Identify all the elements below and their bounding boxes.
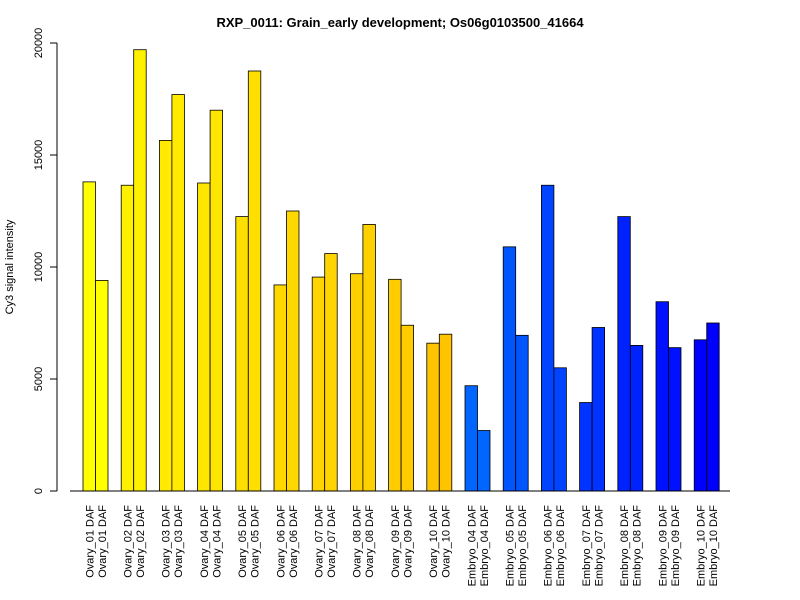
bar [82,181,96,492]
x-tick-label: Ovary_07 DAF [326,505,338,578]
bar [438,333,453,492]
x-tick-label: Ovary_01 DAF [84,505,96,578]
bar [362,224,376,492]
bar [158,140,173,492]
x-tick-label: Ovary_02 DAF [135,505,147,578]
bar [247,70,262,492]
x-tick-label: Embryo_07 DAF [581,505,593,587]
y-tick-label: 0 [33,488,45,494]
bar [655,301,669,492]
x-tick-label: Ovary_04 DAF [211,505,223,578]
x-tick-label: Ovary_10 DAF [441,505,453,578]
chart-title: RXP_0011: Grain_early development; Os06g… [216,15,584,30]
bar [426,342,440,492]
bar [133,49,147,492]
bar [617,216,631,492]
bar [171,94,185,492]
x-tick-label: Ovary_06 DAF [288,505,300,578]
y-tick-label: 10000 [33,252,45,283]
bar [591,327,605,492]
x-tick-label: Ovary_05 DAF [237,505,249,578]
x-tick-label: Embryo_08 DAF [632,505,644,587]
bar [668,347,682,492]
x-axis: Ovary_01 DAF Ovary_01 DAF Ovary_02 DAF Ovar… [70,490,730,587]
bar [706,322,720,492]
x-tick-label: Ovary_01 DAF [97,505,109,578]
bar [388,278,402,492]
x-tick-label: Embryo_10 DAF [695,505,707,587]
x-tick-label: Embryo_10 DAF [708,505,720,587]
bar [235,216,249,492]
y-tick-label: 15000 [33,140,45,171]
bar [579,402,593,492]
bar [515,334,529,492]
x-tick-label: Embryo_08 DAF [619,505,631,587]
x-tick-label: Ovary_08 DAF [364,505,376,578]
bar [197,182,211,492]
x-tick-label: Ovary_02 DAF [122,505,134,578]
x-tick-label: Ovary_05 DAF [250,505,262,578]
x-tick-label: Embryo_04 DAF [479,505,491,587]
bar [693,339,708,492]
x-tick-label: Ovary_03 DAF [173,505,185,578]
bar [464,385,478,492]
x-tick-label: Embryo_07 DAF [593,505,605,587]
bar [120,184,135,492]
x-tick-label: Embryo_04 DAF [466,505,478,587]
x-tick-label: Embryo_09 DAF [670,505,682,587]
x-tick-label: Embryo_09 DAF [657,505,669,587]
y-tick-label: 20000 [33,28,45,59]
x-tick-label: Ovary_09 DAF [402,505,414,578]
bar [286,210,300,492]
x-tick-label: Ovary_03 DAF [161,505,173,578]
y-tick-label: 5000 [33,367,45,391]
x-tick-label: Embryo_06 DAF [543,505,555,587]
bar [502,246,517,492]
x-tick-label: Ovary_07 DAF [313,505,325,578]
x-tick-label: Ovary_08 DAF [352,505,364,578]
x-tick-label: Ovary_04 DAF [199,505,211,578]
bar [553,367,567,492]
x-tick-label: Ovary_06 DAF [275,505,287,578]
bar [629,344,644,492]
y-axis-label: Cy3 signal intensity [4,219,16,314]
x-tick-label: Embryo_06 DAF [555,505,567,587]
x-tick-label: Ovary_09 DAF [390,505,402,578]
bar [400,324,415,492]
bar [311,276,326,492]
bar [477,430,491,492]
bars-group [82,49,720,492]
bar [541,184,555,492]
bar [273,284,287,492]
bar [95,280,109,492]
x-tick-label: Embryo_05 DAF [504,505,516,587]
bar [349,273,364,492]
bar [209,109,224,492]
x-tick-label: Ovary_10 DAF [428,505,440,578]
bar [324,253,338,492]
y-axis: 0 5000 10000 15000 20000 [33,28,58,494]
x-tick-label: Embryo_05 DAF [517,505,529,587]
